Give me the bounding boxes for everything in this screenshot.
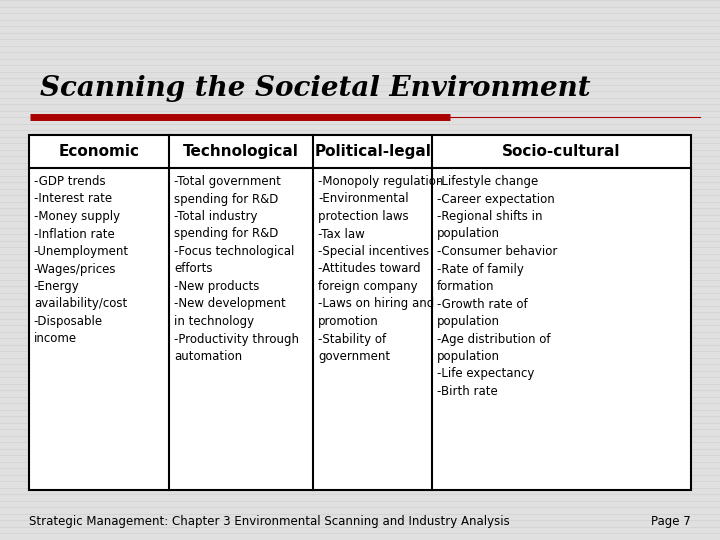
Text: -Monopoly regulation
-Environmental
protection laws
-Tax law
-Special incentives: -Monopoly regulation -Environmental prot… (318, 175, 444, 363)
Bar (29, 135, 691, 490)
Text: Page 7: Page 7 (652, 516, 691, 529)
Text: Socio-cultural: Socio-cultural (503, 144, 621, 159)
Text: -Total government
spending for R&D
-Total industry
spending for R&D
-Focus techn: -Total government spending for R&D -Tota… (174, 175, 300, 363)
Text: Strategic Management: Chapter 3 Environmental Scanning and Industry Analysis: Strategic Management: Chapter 3 Environm… (29, 516, 510, 529)
Text: -Lifestyle change
-Career expectation
-Regional shifts in
population
-Consumer b: -Lifestyle change -Career expectation -R… (437, 175, 557, 398)
Text: Technological: Technological (184, 144, 299, 159)
Text: Political-legal: Political-legal (314, 144, 431, 159)
Text: -GDP trends
-Interest rate
-Money supply
-Inflation rate
-Unemployment
-Wages/pr: -GDP trends -Interest rate -Money supply… (34, 175, 129, 346)
Text: Economic: Economic (58, 144, 140, 159)
Text: Scanning the Societal Environment: Scanning the Societal Environment (40, 75, 590, 102)
